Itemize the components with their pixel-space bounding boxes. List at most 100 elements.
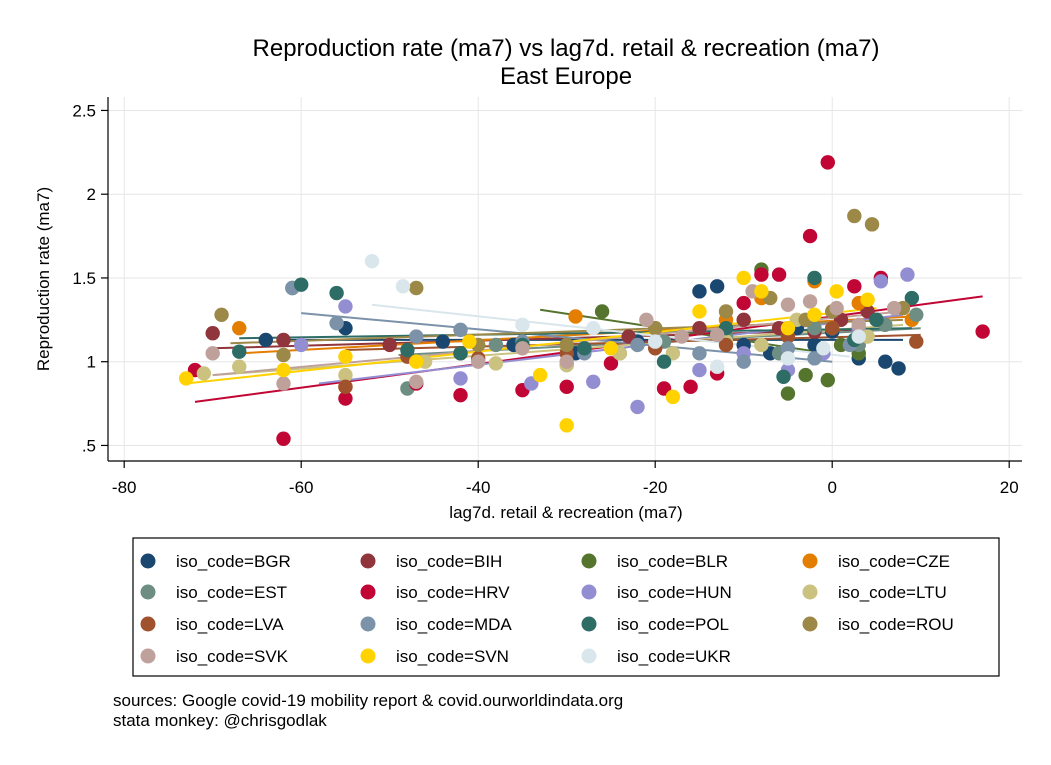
data-point (798, 367, 813, 383)
x-axis-ticks: -80 -60 -40 -20 0 20 (112, 461, 1019, 497)
data-point (820, 155, 835, 170)
data-point (594, 304, 610, 319)
data-point (674, 329, 689, 344)
data-point (630, 337, 645, 353)
data-point (586, 321, 601, 336)
legend-label: iso_code=CZE (838, 552, 950, 571)
data-point (294, 277, 309, 292)
legend-marker (140, 648, 156, 664)
data-point (736, 312, 751, 328)
data-point (829, 300, 844, 316)
data-point (820, 372, 835, 388)
data-point (780, 297, 796, 312)
legend-marker (581, 648, 597, 664)
data-point (709, 327, 725, 343)
data-point (692, 321, 707, 336)
legend-label: iso_code=LVA (176, 615, 284, 634)
data-point (736, 295, 751, 311)
data-point (665, 389, 681, 405)
data-point (453, 322, 468, 338)
legend-label: iso_code=UKR (617, 647, 731, 666)
data-point (807, 270, 822, 286)
legend-marker (360, 584, 376, 600)
x-tick-label: 0 (827, 478, 836, 497)
data-point (515, 341, 530, 356)
data-point (847, 279, 862, 294)
data-point (603, 341, 619, 356)
data-point (816, 341, 831, 356)
legend-marker (581, 616, 597, 632)
legend-marker (140, 616, 156, 632)
data-point (559, 354, 574, 369)
data-point (205, 346, 220, 361)
legend-label: iso_code=POL (617, 615, 729, 634)
data-point (338, 379, 353, 395)
data-points (178, 155, 990, 446)
data-point (692, 284, 707, 299)
y-axis-ticks: .5 1 1.5 2 2.5 (72, 101, 108, 455)
data-point (909, 334, 924, 349)
y-axis-title: Reproduction rate (ma7) (34, 187, 53, 371)
data-point (453, 388, 468, 403)
data-point (294, 337, 309, 353)
data-point (639, 312, 654, 328)
data-point (851, 317, 866, 333)
data-point (338, 349, 353, 364)
data-point (780, 321, 796, 336)
legend-marker (581, 553, 597, 569)
legend-marker (360, 648, 376, 664)
data-point (232, 359, 247, 374)
data-point (276, 347, 291, 363)
data-point (718, 304, 734, 319)
data-point (559, 337, 574, 353)
x-tick-label: -80 (112, 478, 137, 497)
data-point (718, 337, 734, 353)
data-point (904, 290, 920, 306)
data-point (860, 292, 875, 307)
data-point (276, 362, 291, 378)
data-point (462, 334, 477, 349)
data-point (232, 321, 247, 336)
x-tick-label: -40 (466, 478, 491, 497)
grid-lines (108, 97, 1022, 461)
source-note: sources: Google covid-19 mobility report… (113, 691, 623, 731)
y-tick-label: 2 (87, 185, 96, 204)
data-point (515, 317, 530, 333)
legend-label: iso_code=LTU (838, 583, 947, 602)
data-point (577, 341, 592, 356)
legend-marker (581, 584, 597, 600)
legend-marker (802, 616, 818, 632)
source-line: sources: Google covid-19 mobility report… (113, 691, 624, 710)
data-point (400, 342, 415, 358)
data-point (909, 307, 924, 322)
x-tick-label: 20 (1000, 478, 1019, 497)
data-point (559, 379, 574, 395)
data-point (709, 279, 725, 294)
data-point (329, 285, 344, 301)
data-point (453, 346, 468, 361)
y-tick-label: 2.5 (72, 101, 96, 120)
credit-line: stata monkey: @chrisgodlak (113, 711, 327, 730)
data-point (258, 332, 273, 348)
data-point (568, 309, 583, 324)
data-point (453, 371, 468, 386)
data-point (776, 369, 791, 384)
legend-marker (140, 584, 156, 600)
data-point (780, 341, 796, 356)
data-point (532, 367, 548, 383)
data-point (276, 332, 291, 348)
legend-label: iso_code=EST (176, 583, 287, 602)
data-point (900, 267, 915, 282)
legend-label: iso_code=SVK (176, 647, 289, 666)
x-tick-label: -60 (289, 478, 314, 497)
data-point (178, 371, 194, 386)
data-point (873, 274, 889, 289)
data-point (603, 356, 619, 371)
legend-marker (802, 584, 818, 600)
data-point (409, 354, 424, 369)
legend: iso_code=BGR iso_code=BIH iso_code=BLR iso_… (140, 552, 954, 666)
legend-marker (360, 553, 376, 569)
data-point (683, 379, 698, 395)
data-point (630, 399, 645, 415)
legend-label: iso_code=MDA (396, 615, 512, 634)
